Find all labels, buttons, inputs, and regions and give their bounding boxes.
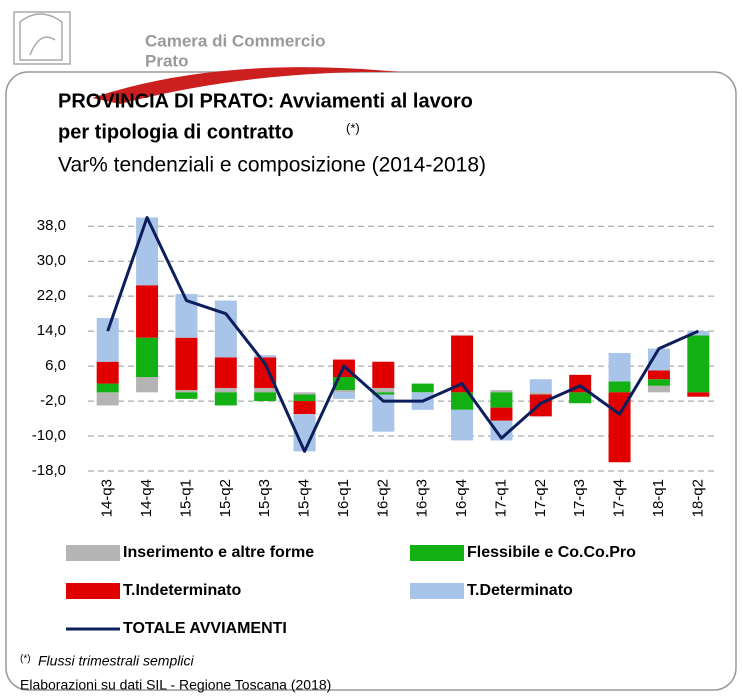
y-tick-label: -18,0 [32,462,66,479]
bar-segment [451,409,474,441]
source: Elaborazioni su dati SIL - Regione Tosca… [20,677,331,693]
bar-segment [96,361,119,384]
chart-title: per tipologia di contratto [58,121,294,143]
y-tick-label: 38,0 [37,217,66,234]
bar-segment [687,335,710,393]
bar-segment [569,392,592,404]
logo-icon [13,11,71,65]
bar-segment [136,217,159,286]
y-tick-label: -10,0 [32,427,66,444]
bar-segment [372,392,395,395]
bar-segment [136,285,159,338]
bar-segment [647,348,670,371]
x-tick-label: 16-q4 [453,479,470,517]
bar-segment [529,392,552,395]
bar-segment [529,379,552,393]
x-tick-label: 17-q2 [532,479,549,517]
chart-subtitle: Var% tendenziali e composizione (2014-20… [58,154,486,177]
bar-segment [332,390,355,393]
x-tick-label: 16-q1 [335,479,352,517]
title-note: (*) [346,120,360,135]
x-tick-label: 17-q4 [611,479,628,517]
bar-segment [372,394,395,432]
bar-segment [372,387,395,393]
bar-segment [451,392,474,410]
bar-segment [254,355,277,358]
bar-segment [687,331,710,336]
bar-segment [372,361,395,388]
bar-segment [451,335,474,393]
bar-segment [529,394,552,417]
bar-segment [687,392,710,397]
org-name: Camera di Commercio [145,31,325,50]
bar-segment [293,401,316,415]
y-tick-label: 14,0 [37,322,66,339]
legend-swatch [66,545,120,561]
bar-segment [214,300,237,358]
bar-segment [175,337,198,391]
y-tick-label: 30,0 [37,252,66,269]
bar-segment [214,357,237,388]
x-tick-label: 16-q2 [374,479,391,517]
total-line [106,216,699,453]
frame [5,71,737,691]
legend-label: T.Determinato [467,582,573,599]
bar-segment [293,394,316,402]
legend-label: TOTALE AVVIAMENTI [123,620,287,637]
bar-segment [411,383,434,393]
bar-segment [175,293,198,338]
legend-swatch [66,583,120,599]
bar-segment [647,379,670,386]
org-city: Prato [145,51,188,70]
bar-segment [608,381,631,393]
bar-segment [254,357,277,388]
bar-segment [136,337,159,378]
bar-segment [647,370,670,380]
legend-label: Inserimento e altre forme [123,544,314,561]
bar-segment [214,387,237,393]
x-tick-label: 15-q3 [256,479,273,517]
x-tick-label: 16-q3 [414,479,431,517]
x-tick-label: 18-q2 [689,479,706,517]
bar-segment [214,392,237,406]
legend-swatch [410,583,464,599]
bar-segment [332,392,355,399]
y-tick-label: 22,0 [37,287,66,304]
chart-title: PROVINCIA DI PRATO: Avviamenti al lavoro [58,90,473,112]
bar-segment [490,392,513,408]
bar-segment [96,383,119,393]
x-tick-label: 14-q3 [99,479,116,517]
bar-segment [254,392,277,402]
bar-segment [175,392,198,399]
bar-segment [175,390,198,393]
x-tick-label: 15-q1 [177,479,194,517]
bar-segment [293,392,316,395]
footnote-mark: (*) [20,654,31,665]
bar-segment [647,385,670,393]
bar-segment [136,377,159,393]
x-tick-label: 18-q1 [650,479,667,517]
bar-segment [96,318,119,362]
logo-swoosh [92,67,400,104]
x-tick-label: 17-q1 [492,479,509,517]
legend-label: T.Indeterminato [123,582,241,599]
bar-segment [608,352,631,382]
x-tick-label: 14-q4 [138,479,155,517]
bar-segment [490,407,513,421]
legend-label: Flessibile e Co.Co.Pro [467,544,636,561]
x-tick-label: 17-q3 [571,479,588,517]
y-tick-label: -2,0 [40,392,66,409]
bar-segment [490,420,513,441]
bar-segment [254,387,277,393]
legend-swatch [410,545,464,561]
bar-segment [490,390,513,393]
y-tick-label: 6,0 [45,357,66,374]
footnote: Flussi trimestrali semplici [38,653,194,669]
x-tick-label: 15-q2 [217,479,234,517]
bar-segment [96,392,119,406]
x-tick-label: 15-q4 [296,479,313,517]
